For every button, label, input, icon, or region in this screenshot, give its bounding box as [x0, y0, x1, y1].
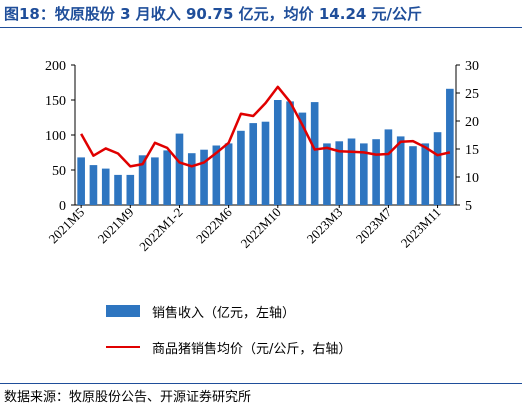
revenue-bar	[212, 145, 221, 205]
revenue-bar	[372, 139, 380, 205]
x-tick-label: 2023M11	[398, 205, 444, 251]
right-tick-label: 15	[465, 143, 479, 158]
revenue-bar	[409, 146, 417, 205]
legend-bar-swatch	[106, 305, 140, 317]
legend-line-swatch	[106, 346, 140, 348]
revenue-bar	[175, 133, 184, 205]
price-line	[80, 85, 451, 168]
revenue-bar	[273, 100, 282, 205]
left-tick-label: 100	[45, 129, 66, 144]
right-tick-label: 10	[465, 171, 479, 186]
revenue-bar	[101, 168, 110, 205]
left-tick-label: 200	[45, 59, 66, 74]
legend-item-price: 商品猪销售均价（元/公斤，右轴）	[106, 336, 351, 358]
revenue-bar	[323, 143, 331, 205]
revenue-bar	[261, 121, 270, 205]
x-tick-label: 2022M1-2	[136, 205, 185, 254]
x-tick-label: 2022M10	[238, 205, 284, 251]
source-note: 数据来源：牧原股份公告、开源证券研究所	[4, 390, 252, 405]
legend-price-label: 商品猪销售均价（元/公斤，右轴）	[152, 341, 352, 357]
revenue-bar	[187, 153, 196, 205]
x-tick-label: 2021M9	[95, 205, 137, 247]
x-tick-label: 2021M5	[46, 205, 88, 247]
x-tick-label: 2023M3	[304, 205, 346, 247]
revenue-bar	[360, 143, 368, 205]
revenue-bar	[286, 101, 294, 205]
revenue-bar	[237, 130, 245, 205]
revenue-bar	[347, 138, 356, 205]
revenue-bar	[384, 129, 393, 205]
left-tick-label: 150	[45, 94, 66, 109]
revenue-bar	[421, 143, 430, 205]
title-underline	[0, 27, 522, 28]
revenue-bar	[224, 143, 233, 205]
revenue-bar	[89, 165, 98, 205]
revenue-bar	[200, 149, 208, 205]
revenue-bar	[138, 155, 147, 205]
revenue-bar	[249, 123, 258, 205]
revenue-bar	[126, 174, 135, 205]
right-tick-label: 30	[465, 59, 479, 74]
chart-title: 图18：牧原股份 3 月收入 90.75 亿元，均价 14.24 元/公斤	[4, 5, 423, 23]
x-tick-label: 2023M7	[353, 204, 395, 246]
revenue-bar	[446, 88, 454, 205]
revenue-bar	[163, 150, 171, 205]
right-tick-label: 25	[465, 87, 479, 102]
legend-revenue-label: 销售收入（亿元，左轴）	[152, 305, 296, 321]
revenue-bar	[151, 157, 159, 205]
revenue-bar	[396, 136, 405, 205]
left-tick-label: 50	[52, 164, 66, 179]
revenue-bar	[433, 132, 442, 205]
x-tick-label: 2022M6	[193, 204, 235, 246]
revenue-bar	[77, 157, 85, 205]
revenue-bar	[310, 102, 319, 205]
legend-item-revenue: 销售收入（亿元，左轴）	[106, 300, 295, 322]
revenue-bar	[298, 112, 307, 205]
right-tick-label: 5	[465, 199, 472, 214]
left-tick-label: 0	[59, 199, 66, 214]
revenue-bar	[335, 141, 344, 205]
source-divider	[0, 383, 522, 384]
right-tick-label: 20	[465, 115, 479, 130]
revenue-bar	[114, 174, 122, 205]
